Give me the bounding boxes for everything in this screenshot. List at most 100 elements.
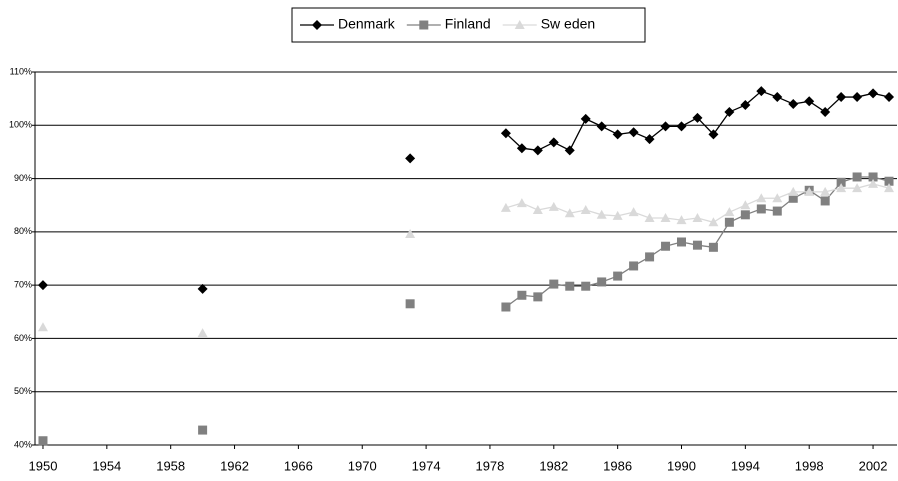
- marker: [836, 183, 847, 193]
- marker: [772, 193, 783, 203]
- marker: [548, 201, 559, 211]
- marker: [692, 240, 702, 250]
- marker: [516, 143, 527, 154]
- marker: [756, 204, 766, 214]
- marker: [852, 183, 863, 193]
- marker: [692, 112, 703, 123]
- marker: [692, 213, 703, 223]
- legend-label: Sw eden: [541, 16, 595, 32]
- x-tick-label: 1986: [603, 458, 632, 473]
- y-tick-label: 110%: [10, 66, 32, 76]
- x-tick-label: 1954: [92, 458, 121, 473]
- legend-marker: [312, 20, 322, 30]
- x-tick-label: 1974: [412, 458, 441, 473]
- marker: [37, 280, 48, 291]
- marker: [501, 302, 511, 312]
- marker: [405, 228, 416, 238]
- x-tick-label: 1998: [795, 458, 824, 473]
- marker: [628, 207, 639, 217]
- marker: [676, 121, 687, 132]
- marker: [197, 328, 208, 338]
- marker: [405, 153, 416, 164]
- x-tick-label: 1950: [29, 458, 58, 473]
- marker: [564, 145, 575, 156]
- marker: [532, 145, 543, 156]
- marker: [772, 92, 783, 103]
- marker: [596, 121, 607, 132]
- marker: [660, 213, 671, 223]
- marker: [852, 172, 862, 182]
- legend-marker: [419, 20, 429, 30]
- marker: [405, 299, 415, 309]
- marker: [740, 200, 751, 210]
- marker: [661, 241, 671, 251]
- marker: [788, 186, 799, 196]
- x-tick-label: 1966: [284, 458, 313, 473]
- marker: [708, 129, 719, 140]
- x-tick-label: 1982: [539, 458, 568, 473]
- marker: [788, 98, 799, 109]
- x-tick-label: 1962: [220, 458, 249, 473]
- marker: [820, 106, 831, 117]
- marker: [548, 137, 559, 148]
- marker: [532, 205, 543, 215]
- marker: [708, 242, 718, 252]
- marker: [660, 121, 671, 132]
- y-tick-label: 60%: [14, 333, 32, 343]
- marker: [613, 271, 623, 281]
- marker: [724, 207, 735, 217]
- marker: [596, 209, 607, 219]
- marker: [644, 213, 655, 223]
- marker: [565, 281, 575, 291]
- marker: [580, 113, 591, 124]
- marker: [756, 86, 767, 97]
- marker: [852, 92, 863, 103]
- legend: Denmark Finland Sw eden: [291, 7, 646, 43]
- marker: [820, 196, 830, 206]
- marker: [629, 261, 639, 271]
- marker: [612, 210, 623, 220]
- marker: [724, 217, 734, 227]
- x-tick-label: 1970: [348, 458, 377, 473]
- marker: [724, 106, 735, 117]
- marker: [549, 279, 559, 289]
- y-tick-label: 70%: [14, 280, 32, 290]
- marker: [644, 134, 655, 145]
- x-tick-label: 1990: [667, 458, 696, 473]
- marker: [677, 237, 686, 247]
- marker: [581, 281, 591, 291]
- marker: [37, 322, 48, 332]
- marker: [198, 425, 208, 435]
- marker: [788, 193, 798, 203]
- marker: [868, 88, 879, 99]
- legend-label: Finland: [445, 16, 491, 32]
- marker: [868, 178, 879, 188]
- y-tick-label: 50%: [14, 386, 32, 396]
- x-tick-label: 1958: [156, 458, 185, 473]
- marker: [38, 436, 48, 446]
- marker: [868, 172, 878, 182]
- legend-box: [291, 7, 646, 43]
- marker: [676, 215, 687, 225]
- marker: [197, 283, 208, 294]
- marker: [516, 198, 527, 208]
- marker: [836, 177, 846, 187]
- marker: [500, 202, 511, 212]
- marker: [804, 186, 815, 196]
- marker: [500, 128, 511, 139]
- marker: [533, 292, 543, 302]
- marker: [628, 127, 639, 138]
- marker: [884, 92, 895, 103]
- legend-label: Denmark: [338, 16, 396, 32]
- marker: [597, 277, 607, 287]
- marker: [820, 186, 831, 196]
- y-tick-label: 100%: [9, 120, 32, 130]
- marker: [708, 217, 719, 227]
- marker: [772, 206, 782, 216]
- marker: [580, 205, 591, 215]
- legend-marker: [514, 20, 525, 29]
- x-tick-label: 1994: [731, 458, 760, 473]
- marker: [740, 210, 750, 220]
